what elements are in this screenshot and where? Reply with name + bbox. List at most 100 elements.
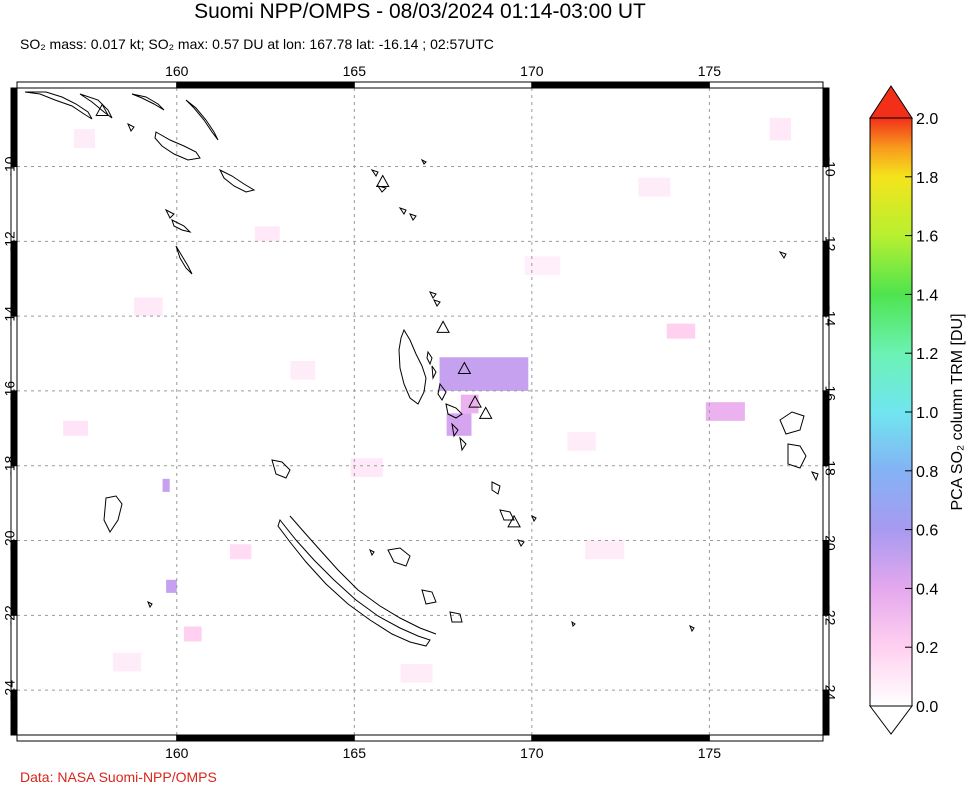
y-tick-label-right: -24 bbox=[822, 680, 838, 700]
border-segment bbox=[822, 465, 830, 542]
coastline bbox=[398, 207, 407, 215]
border-segment bbox=[822, 540, 830, 616]
so2-cell bbox=[63, 420, 89, 436]
border-segment bbox=[10, 315, 18, 392]
y-tick-label-right: -10 bbox=[822, 156, 838, 176]
border-segment bbox=[822, 614, 830, 691]
coastline bbox=[779, 411, 805, 435]
border-segment bbox=[822, 240, 830, 317]
volcano-marker bbox=[457, 361, 472, 374]
x-tick-label-top: 165 bbox=[343, 63, 367, 79]
border-segment bbox=[176, 81, 355, 89]
coastlines bbox=[24, 91, 819, 647]
coastline bbox=[387, 547, 411, 567]
coastline bbox=[811, 471, 819, 482]
coastline bbox=[499, 509, 515, 521]
x-tick-label-bottom: 165 bbox=[343, 745, 367, 761]
x-tick-label-bottom: 170 bbox=[520, 745, 544, 761]
colorbar-tick-label: 1.4 bbox=[916, 287, 938, 304]
colorbar-tick-label: 1.2 bbox=[916, 346, 938, 363]
volcano-marker bbox=[375, 174, 390, 187]
coastline bbox=[431, 365, 437, 380]
so2-cell bbox=[230, 544, 252, 560]
chart-title: Suomi NPP/OMPS - 08/03/2024 01:14-03:00 … bbox=[194, 0, 646, 23]
so2-cell bbox=[166, 579, 177, 593]
coastline bbox=[218, 168, 256, 193]
map-border bbox=[10, 81, 830, 742]
coastline bbox=[175, 245, 193, 275]
y-tick-label-right: -12 bbox=[822, 231, 838, 251]
border-segment bbox=[822, 390, 830, 467]
x-tick-label-top: 170 bbox=[520, 63, 544, 79]
chart-subtitle: SO₂ mass: 0.017 kt; SO₂ max: 0.57 DU at … bbox=[20, 36, 494, 52]
y-tick-label-right: -14 bbox=[822, 306, 838, 326]
colorbar-tick-label: 0.4 bbox=[916, 581, 938, 598]
border-segment bbox=[10, 614, 18, 691]
border-segment bbox=[10, 166, 18, 242]
border-segment bbox=[822, 87, 830, 168]
colorbar-max-arrow bbox=[869, 85, 913, 119]
so2-cell bbox=[585, 540, 625, 560]
so2-cell bbox=[705, 402, 745, 421]
coastline bbox=[445, 403, 463, 419]
y-tick-label-left: -20 bbox=[2, 530, 18, 550]
y-tick-label-left: -22 bbox=[2, 605, 18, 625]
coastline bbox=[271, 459, 291, 479]
colorbar-tick-label: 1.0 bbox=[916, 405, 938, 422]
y-tick-label-left: -12 bbox=[2, 231, 18, 251]
plot-area bbox=[17, 88, 823, 735]
so2-cell bbox=[112, 652, 142, 672]
coastline bbox=[689, 624, 695, 633]
colorbar-tick-label: 1.6 bbox=[916, 229, 938, 246]
so2-cell bbox=[290, 361, 316, 380]
colorbar-min-arrow bbox=[869, 705, 913, 735]
coastline bbox=[398, 328, 427, 405]
border-segment bbox=[10, 240, 18, 317]
coastline bbox=[277, 518, 431, 647]
colorbar-tick-label: 0.0 bbox=[916, 699, 938, 716]
coastline bbox=[127, 122, 135, 132]
border-segment bbox=[708, 734, 824, 742]
colorbar-tick-label: 0.2 bbox=[916, 640, 938, 657]
coastline bbox=[370, 169, 379, 177]
coastline bbox=[429, 291, 437, 299]
so2-cell bbox=[638, 177, 671, 197]
axis-tick-labels: 160 160 165 165 170 170 175 175 -10 -10 -12 -12 -14 -… bbox=[2, 63, 839, 761]
volcano-marker bbox=[436, 320, 450, 333]
colorbar-tick-label: 0.6 bbox=[916, 523, 938, 540]
coastline bbox=[164, 208, 175, 219]
y-tick-label-left: -10 bbox=[2, 156, 18, 176]
x-tick-label-top: 175 bbox=[698, 63, 722, 79]
y-tick-label-left: -24 bbox=[2, 680, 18, 700]
coastline bbox=[171, 219, 192, 233]
so2-cell bbox=[350, 458, 383, 477]
border-segment bbox=[10, 87, 18, 168]
border-segment bbox=[10, 540, 18, 616]
volcano-marker bbox=[507, 514, 521, 528]
coastline bbox=[369, 548, 375, 557]
border-segment bbox=[10, 390, 18, 467]
x-tick-label-top: 160 bbox=[165, 63, 189, 79]
coastline bbox=[24, 91, 93, 120]
coastline bbox=[491, 481, 501, 495]
coastline bbox=[103, 495, 123, 533]
border-segment bbox=[176, 734, 355, 742]
so2-cell bbox=[769, 117, 792, 141]
data-credit: Data: NASA Suomi-NPP/OMPS bbox=[20, 769, 217, 785]
coastline bbox=[147, 600, 153, 609]
border-segment bbox=[353, 734, 533, 742]
so2-cell bbox=[439, 357, 529, 391]
so2-cell bbox=[162, 478, 170, 492]
so2-cell bbox=[134, 297, 163, 317]
volcano-marker bbox=[478, 406, 493, 419]
y-tick-label-left: -18 bbox=[2, 455, 18, 475]
so2-cell bbox=[400, 663, 433, 683]
y-tick-label-right: -18 bbox=[822, 456, 838, 476]
coastline bbox=[571, 620, 576, 627]
border-segment bbox=[822, 166, 830, 242]
coastline bbox=[459, 436, 467, 452]
coastline bbox=[154, 131, 201, 161]
coastline bbox=[787, 443, 807, 469]
coastline bbox=[433, 299, 441, 307]
